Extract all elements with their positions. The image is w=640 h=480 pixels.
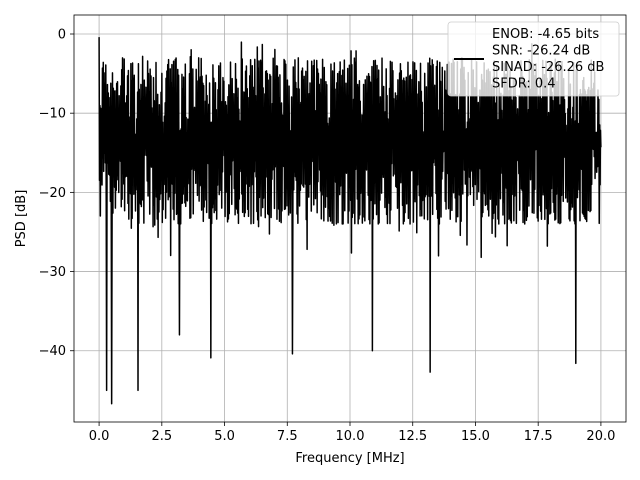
x-tick-label: 12.5 (398, 429, 427, 444)
legend: ENOB: -4.65 bits SNR: -26.24 dB SINAD: -… (447, 21, 620, 97)
y-tick-label: 0 (58, 28, 66, 43)
y-tick-label: −20 (39, 186, 66, 201)
y-tick-label: −10 (39, 107, 66, 122)
x-tick-label: 20.0 (586, 429, 615, 444)
x-tick-label: 17.5 (524, 429, 553, 444)
y-tick-label: −40 (39, 344, 66, 359)
x-tick-label: 15.0 (461, 429, 490, 444)
x-tick-label: 2.5 (151, 429, 172, 444)
y-axis-ticks: 0 −10 −20 −30 −40 (39, 28, 74, 359)
y-axis-label: PSD [dB] (14, 190, 29, 248)
x-tick-label: 5.0 (214, 429, 235, 444)
y-tick-label: −30 (39, 265, 66, 280)
x-tick-label: 0.0 (89, 429, 110, 444)
legend-line-sinad: SINAD: -26.26 dB (492, 60, 604, 75)
legend-line-snr: SNR: -26.24 dB (492, 44, 590, 59)
series-layer (98, 37, 602, 405)
x-axis-ticks: 0.0 2.5 5.0 7.5 10.0 12.5 15.0 17.5 20.0 (89, 422, 615, 444)
legend-line-sfdr: SFDR: 0.4 (492, 77, 556, 92)
legend-box (447, 21, 620, 97)
x-tick-label: 7.5 (277, 429, 298, 444)
x-tick-label: 10.0 (336, 429, 365, 444)
x-axis-label: Frequency [MHz] (295, 451, 404, 466)
legend-line-enob: ENOB: -4.65 bits (492, 27, 599, 42)
psd-series-line (98, 37, 602, 405)
